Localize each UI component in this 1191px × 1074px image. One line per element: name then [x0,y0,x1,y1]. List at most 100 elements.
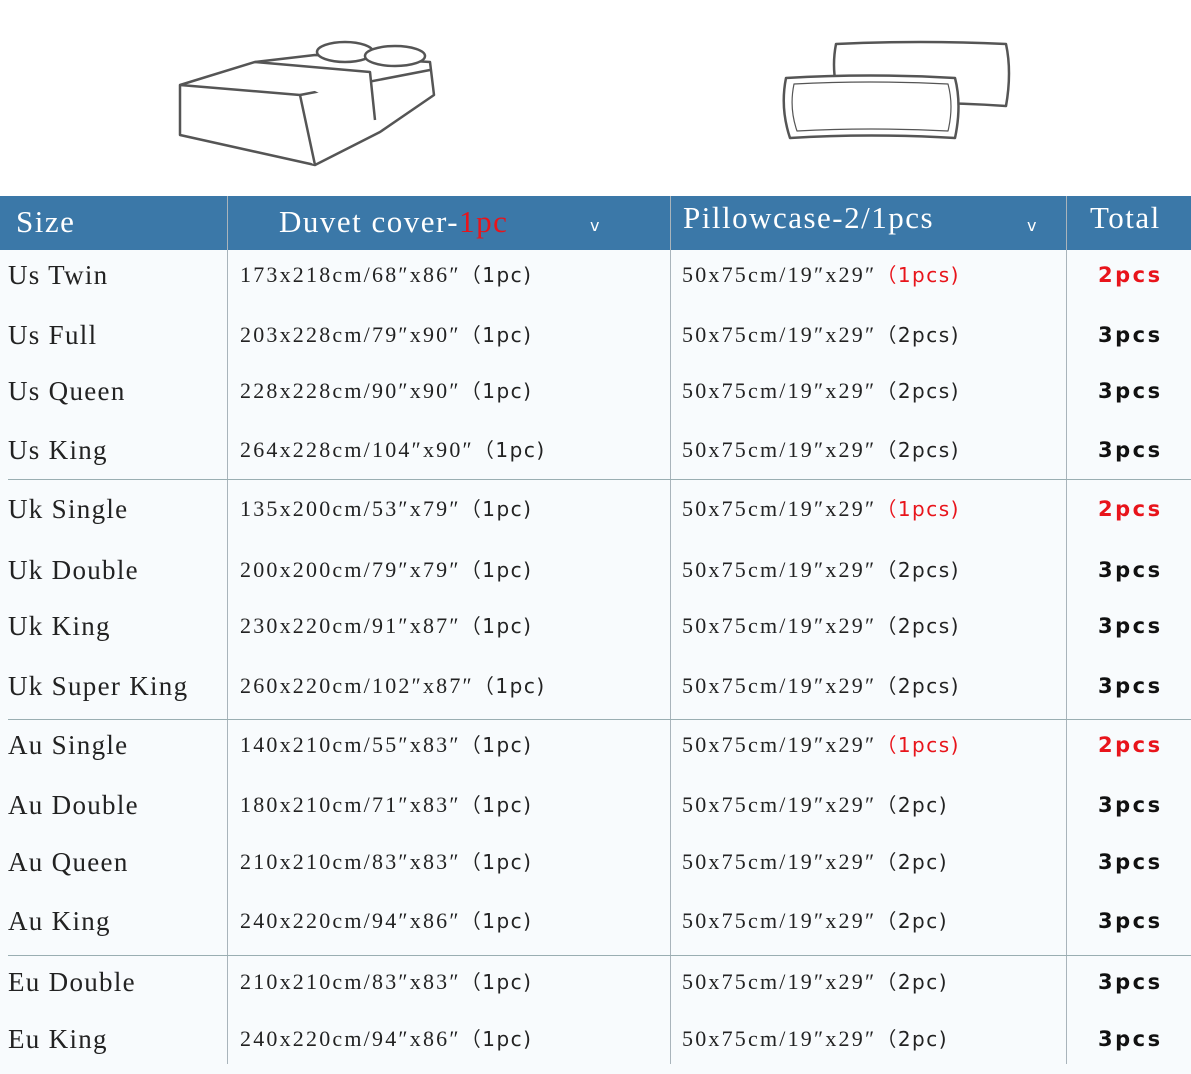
pillowcase-qty: （1pcs) [876,497,960,521]
pillowcase-qty: （2pc) [876,970,949,994]
table-row: Us Queen 228x228cm/90″x90″（1pc) 50x75cm/19… [0,362,1191,420]
duvet-qty: （1pc) [460,323,533,347]
header-pillowcase: Pillowcase-2/1pcs [683,200,935,235]
total-pieces: 2pcs [1098,263,1163,287]
total-pieces: 3pcs [1098,793,1163,817]
total-pieces: 3pcs [1098,379,1163,403]
duvet-qty: （1pc) [460,263,533,287]
duvet-dimensions: 230x220cm/91″x87″ [240,613,461,638]
pillowcase-qty: （2pcs) [876,379,960,403]
pillowcase-size: 50x75cm/19″x29″（2pcs) [682,657,960,715]
pillowcase-size: 50x75cm/19″x29″（1pcs) [682,480,960,538]
duvet-size: 228x228cm/90″x90″（1pc) [240,362,532,420]
pillowcase-dimensions: 50x75cm/19″x29″ [682,792,877,817]
pillowcase-size: 50x75cm/19″x29″（2pcs) [682,362,960,420]
pillowcase-qty: （2pc) [876,850,949,874]
duvet-dimensions: 240x220cm/94″x86″ [240,1026,461,1051]
pillowcase-size: 50x75cm/19″x29″（1pcs) [682,246,960,304]
header-total: Total [1090,200,1161,235]
table-row: Au Single 140x210cm/55″x83″（1pc) 50x75cm/1… [0,716,1191,774]
size-name: Us Full [8,320,98,350]
pillowcase-qty: （2pc) [876,909,949,933]
pillowcase-qty: （2pcs) [876,558,960,582]
size-name: Au Single [8,730,129,760]
pillowcase-size: 50x75cm/19″x29″（2pcs) [682,541,960,599]
bed-illustration [178,40,436,167]
duvet-dimensions: 173x218cm/68″x86″ [240,262,461,287]
size-name: Eu Double [8,967,136,997]
duvet-qty: （1pc) [460,850,533,874]
group-divider [8,719,1191,720]
pillowcase-size: 50x75cm/19″x29″（2pcs) [682,306,960,364]
size-name: Au Queen [8,847,129,877]
size-name: Us Queen [8,376,126,406]
pillowcase-size: 50x75cm/19″x29″（2pc) [682,776,948,834]
duvet-dimensions: 260x220cm/102″x87″ [240,673,474,698]
duvet-qty: （1pc) [460,793,533,817]
pillowcase-size: 50x75cm/19″x29″（2pcs) [682,597,960,655]
table-row: Au Queen 210x210cm/83″x83″（1pc) 50x75cm/19… [0,833,1191,891]
duvet-qty: （1pc) [460,970,533,994]
duvet-size: 200x200cm/79″x79″（1pc) [240,541,532,599]
duvet-qty: （1pc) [460,558,533,582]
pillowcase-qty: （2pc) [876,1027,949,1051]
size-name: Us Twin [8,260,109,290]
size-name: Eu King [8,1024,108,1054]
duvet-dimensions: 140x210cm/55″x83″ [240,732,461,757]
duvet-dimensions: 228x228cm/90″x90″ [240,378,461,403]
table-row: Au King 240x220cm/94″x86″（1pc) 50x75cm/19″… [0,892,1191,950]
total-pieces: 3pcs [1098,674,1163,698]
duvet-size: 203x228cm/79″x90″（1pc) [240,306,532,364]
duvet-qty: （1pc) [473,438,546,462]
size-name: Uk Super King [8,671,189,701]
total-pieces: 3pcs [1098,323,1163,347]
pillowcase-dimensions: 50x75cm/19″x29″ [682,1026,877,1051]
table-row: Eu King 240x220cm/94″x86″（1pc) 50x75cm/19″… [0,1010,1191,1068]
duvet-qty: （1pc) [460,614,533,638]
pillowcase-size: 50x75cm/19″x29″（2pc) [682,892,948,950]
duvet-size: 173x218cm/68″x86″（1pc) [240,246,532,304]
table-row: Eu Double 210x210cm/83″x83″（1pc) 50x75cm/1… [0,953,1191,1011]
total-pieces: 3pcs [1098,614,1163,638]
pillowcase-size: 50x75cm/19″x29″（2pc) [682,833,948,891]
duvet-dimensions: 210x210cm/83″x83″ [240,969,461,994]
pillowcase-size: 50x75cm/19″x29″（2pcs) [682,421,960,479]
pillowcase-dimensions: 50x75cm/19″x29″ [682,496,877,521]
duvet-qty: （1pc) [460,379,533,403]
size-chart-table: Size Duvet cover-1pc v Pillowcase-2/1pcs… [0,196,1191,1074]
total-pieces: 3pcs [1098,909,1163,933]
group-divider [8,479,1191,480]
table-row: Us King 264x228cm/104″x90″（1pc) 50x75cm/19… [0,421,1191,479]
duvet-size: 140x210cm/55″x83″（1pc) [240,716,532,774]
pillowcase-qty: （1pcs) [876,733,960,757]
table-row: Us Twin 173x218cm/68″x86″（1pc) 50x75cm/19″… [0,246,1191,304]
duvet-size: 264x228cm/104″x90″（1pc) [240,421,546,479]
total-pieces: 3pcs [1098,850,1163,874]
pillowcase-qty: （2pc) [876,793,949,817]
pillowcase-qty: （1pcs) [876,263,960,287]
pillowcase-qty: （2pcs) [876,323,960,347]
column-divider [227,196,228,1064]
duvet-size: 210x210cm/83″x83″（1pc) [240,953,532,1011]
table-row: Us Full 203x228cm/79″x90″（1pc) 50x75cm/19″… [0,306,1191,364]
size-name: Uk Single [8,494,129,524]
size-name: Au Double [8,790,139,820]
duvet-size: 135x200cm/53″x79″（1pc) [240,480,532,538]
pillowcase-dimensions: 50x75cm/19″x29″ [682,378,877,403]
pillowcase-dimensions: 50x75cm/19″x29″ [682,613,877,638]
duvet-dimensions: 200x200cm/79″x79″ [240,557,461,582]
pillowcase-dimensions: 50x75cm/19″x29″ [682,849,877,874]
size-name: Us King [8,435,108,465]
chevron-down-icon: v [590,216,601,235]
pillowcase-illustration [782,40,1011,140]
duvet-size: 240x220cm/94″x86″（1pc) [240,1010,532,1068]
size-name: Au King [8,906,111,936]
pillowcase-dimensions: 50x75cm/19″x29″ [682,322,877,347]
column-divider [670,196,671,1064]
header-size: Size [16,204,76,239]
duvet-qty: （1pc) [473,674,546,698]
pillowcase-qty: （2pcs) [876,438,960,462]
total-pieces: 3pcs [1098,558,1163,582]
duvet-size: 210x210cm/83″x83″（1pc) [240,833,532,891]
total-pieces: 3pcs [1098,1027,1163,1051]
